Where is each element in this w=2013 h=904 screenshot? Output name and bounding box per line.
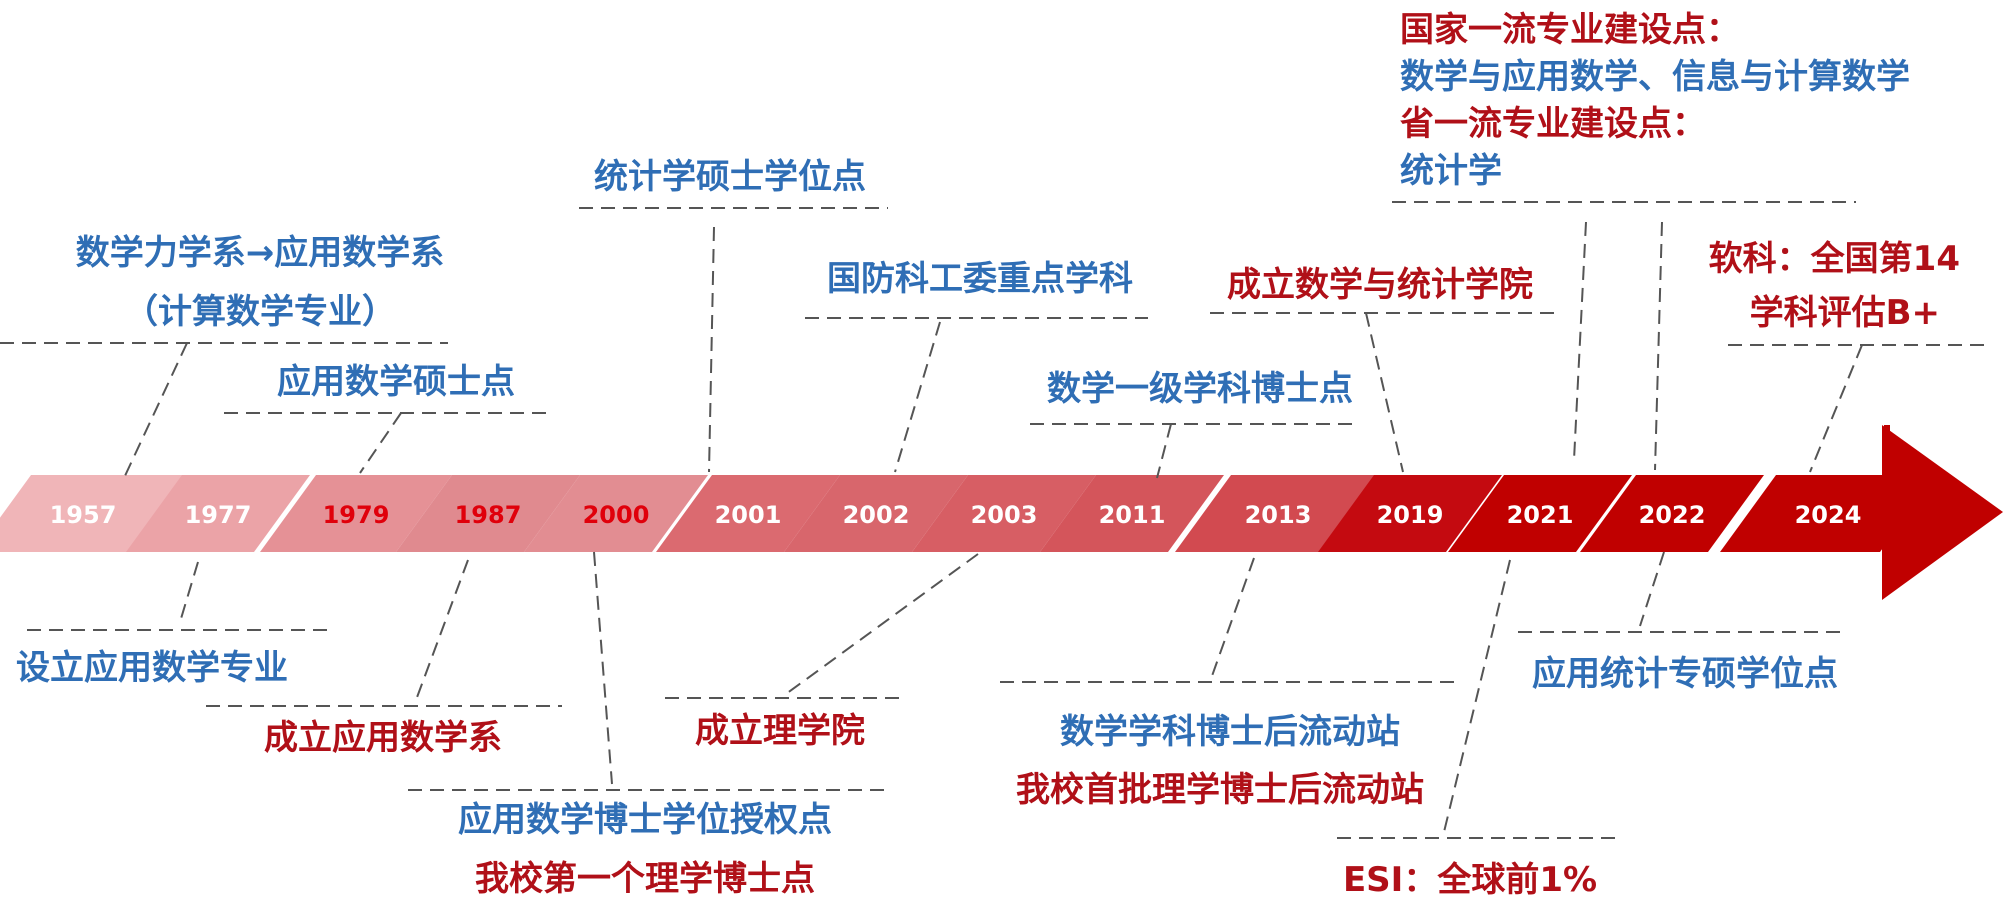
year-segment-2000 — [524, 475, 708, 552]
connector-2024 — [1809, 344, 1863, 473]
event-2011: 数学一级学科博士点 — [1047, 369, 1353, 409]
event-1977: 设立应用数学专业 — [16, 648, 288, 688]
connector-1957 — [123, 342, 188, 479]
event-2021-national-majors: 数学与应用数学、信息与计算数学 — [1400, 57, 1910, 97]
year-segment-2021 — [1448, 475, 1632, 552]
arrow-triangle — [1882, 425, 2003, 600]
event-2021-esi: ESI：全球前1% — [1342, 860, 1598, 900]
event-2021-heading-provincial: 省一流专业建设点： — [1400, 104, 1706, 144]
event-2021-heading-national: 国家一流专业建设点： — [1400, 10, 1740, 50]
year-segment-2022 — [1580, 475, 1764, 552]
event-2013-title: 数学学科博士后流动站 — [1060, 712, 1400, 752]
event-1957-subtitle: （计算数学专业） — [124, 292, 396, 332]
year-label-2024: 2024 — [1795, 501, 1862, 529]
connector-1987 — [415, 559, 469, 701]
event-2001: 统计学硕士学位点 — [594, 157, 866, 197]
connector-2000 — [593, 551, 613, 785]
year-label-1987: 1987 — [455, 501, 522, 529]
event-1979: 应用数学硕士点 — [277, 362, 515, 402]
year-segment-2001 — [656, 475, 840, 552]
event-1957-title: 数学力学系→应用数学系 — [75, 233, 445, 273]
event-2002: 国防科工委重点学科 — [827, 259, 1133, 299]
connector-2011 — [1156, 423, 1172, 479]
connector-1979 — [359, 412, 402, 474]
year-label-2011: 2011 — [1099, 501, 1166, 529]
year-label-2003: 2003 — [971, 501, 1038, 529]
event-1987: 成立应用数学系 — [264, 718, 502, 758]
connector-2003 — [785, 553, 979, 695]
year-label-2001: 2001 — [715, 501, 782, 529]
event-2003: 成立理学院 — [695, 711, 865, 751]
year-label-2002: 2002 — [843, 501, 910, 529]
year-segment-2013 — [1175, 475, 1381, 552]
year-label-2000: 2000 — [583, 501, 650, 529]
year-segment-1979 — [260, 475, 452, 552]
year-label-2019: 2019 — [1377, 501, 1444, 529]
event-2000-title: 应用数学博士学位授权点 — [458, 800, 832, 840]
event-2000-subtitle: 我校第一个理学博士点 — [475, 859, 815, 899]
year-label-2021: 2021 — [1507, 501, 1574, 529]
year-segment-2011 — [1040, 475, 1224, 552]
connector-2022 — [1639, 551, 1665, 627]
year-label-1957: 1957 — [50, 501, 117, 529]
event-2019: 成立数学与统计学院 — [1227, 265, 1533, 305]
year-segment-1987 — [396, 475, 580, 552]
year-label-1977: 1977 — [185, 501, 252, 529]
year-segment-2019 — [1318, 475, 1502, 552]
connector-1977 — [179, 561, 199, 623]
year-label-2013: 2013 — [1245, 501, 1312, 529]
year-label-2022: 2022 — [1639, 501, 1706, 529]
event-2022: 应用统计专硕学位点 — [1532, 654, 1838, 694]
connector-2022up — [1654, 221, 1663, 471]
connector-2021 — [1573, 221, 1587, 461]
connector-2002 — [894, 321, 941, 473]
year-segment-2003 — [912, 475, 1096, 552]
connector-2013 — [1211, 557, 1255, 677]
event-2024-evaluation: 学科评估B+ — [1749, 293, 1940, 333]
year-label-1979: 1979 — [323, 501, 390, 529]
year-segment-2002 — [784, 475, 968, 552]
connector-2019 — [1365, 312, 1404, 473]
connector-2021b — [1443, 559, 1511, 833]
event-2021-provincial-major: 统计学 — [1400, 151, 1502, 191]
event-2024-ranking: 软科：全国第14 — [1708, 239, 1960, 279]
year-segment-1977 — [126, 475, 310, 552]
event-2013-subtitle: 我校首批理学博士后流动站 — [1016, 770, 1424, 810]
connector-2001 — [708, 226, 715, 473]
